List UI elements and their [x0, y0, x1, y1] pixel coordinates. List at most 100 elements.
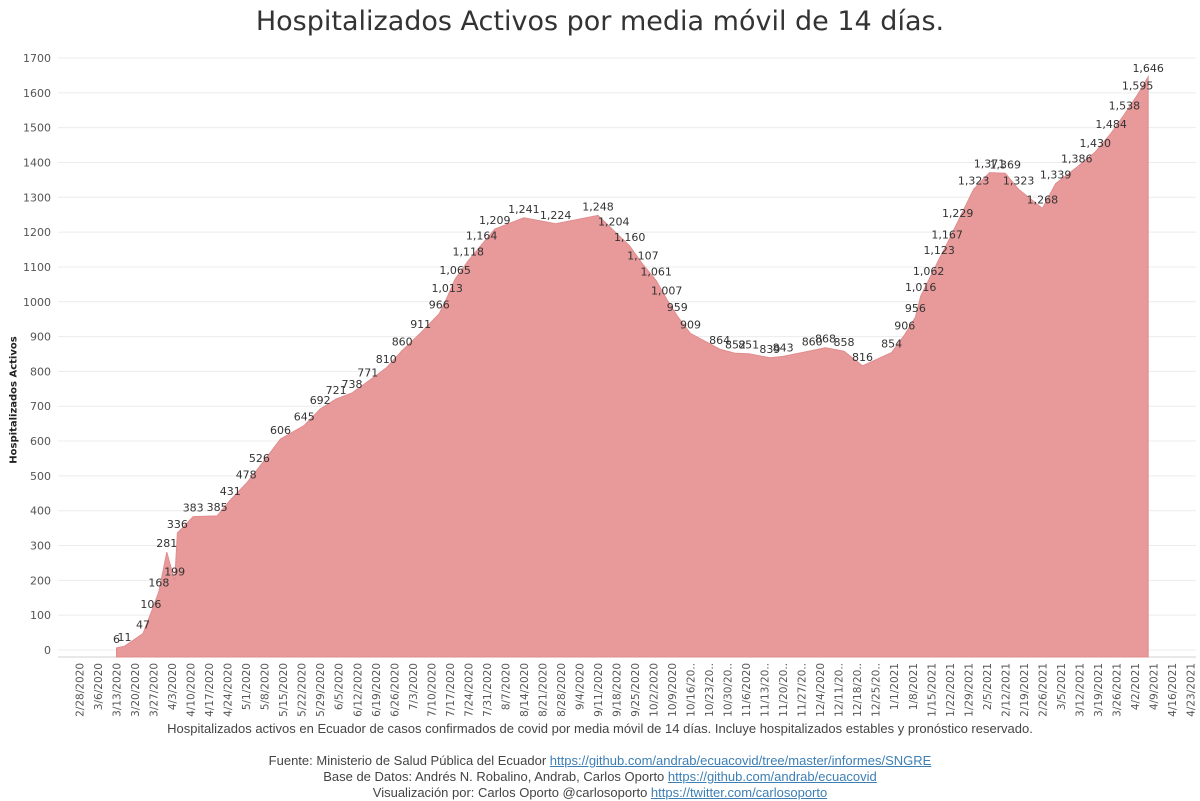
- database-label: Base de Datos: Andrés N. Robalino, Andra…: [323, 769, 665, 784]
- x-tick-label: 12/4/2020: [815, 663, 827, 717]
- x-tick-label: 4/17/2020: [204, 663, 216, 717]
- data-label: 852: [725, 338, 746, 351]
- data-label: 1,323: [958, 174, 990, 187]
- data-label: 336: [167, 518, 188, 531]
- data-label: 816: [852, 351, 873, 364]
- x-tick-label: 6/5/2020: [334, 663, 346, 710]
- x-tick-label: 11/13/20..: [760, 663, 772, 717]
- x-tick-label: 5/1/2020: [241, 663, 253, 710]
- credits: Fuente: Ministerio de Salud Pública del …: [0, 753, 1200, 801]
- x-tick-label: 2/28/2020: [75, 663, 87, 717]
- data-label: 810: [376, 353, 397, 366]
- x-tick-label: 2/5/2021: [982, 663, 994, 710]
- x-tick-label: 8/7/2020: [500, 663, 512, 710]
- x-tick-label: 3/26/2021: [1111, 663, 1123, 717]
- x-tick-label: 11/27/20..: [797, 663, 809, 717]
- data-label: 1,123: [923, 244, 955, 257]
- visualization-link[interactable]: https://twitter.com/carlosoporto: [650, 785, 828, 800]
- data-label: 1,229: [942, 207, 974, 220]
- x-tick-label: 3/13/2020: [112, 663, 124, 717]
- data-label: 738: [342, 378, 363, 391]
- data-label: 860: [802, 336, 823, 349]
- x-tick-label: 3/20/2020: [130, 663, 142, 717]
- x-tick-label: 1/8/2021: [908, 663, 920, 710]
- data-label: 858: [834, 336, 855, 349]
- x-tick-label: 4/9/2021: [1149, 663, 1161, 710]
- y-tick-label: 900: [30, 331, 51, 344]
- x-tick-label: 10/23/20..: [704, 663, 716, 717]
- data-label: 1,107: [627, 250, 659, 263]
- data-label: 645: [294, 410, 315, 423]
- x-tick-label: 11/6/2020: [741, 663, 753, 717]
- data-label: 1,323: [1003, 174, 1035, 187]
- y-tick-label: 400: [30, 505, 51, 518]
- data-label: 1,065: [439, 264, 471, 277]
- y-tick-label: 800: [30, 365, 51, 378]
- x-tick-label: 4/3/2020: [167, 663, 179, 710]
- x-tick-label: 7/31/2020: [482, 663, 494, 717]
- x-tick-label: 7/3/2020: [408, 663, 420, 710]
- data-label: 1,013: [431, 282, 463, 295]
- y-tick-label: 600: [30, 435, 51, 448]
- x-tick-label: 3/6/2020: [93, 663, 105, 710]
- data-label: 1,386: [1061, 152, 1093, 165]
- data-label: 1,595: [1122, 80, 1154, 93]
- data-label: 911: [410, 318, 431, 331]
- data-label: 1,167: [931, 229, 963, 242]
- x-tick-label: 8/28/2020: [556, 663, 568, 717]
- data-label: 721: [326, 384, 347, 397]
- data-label: 1,430: [1080, 137, 1112, 150]
- y-tick-label: 200: [30, 574, 51, 587]
- x-tick-label: 8/14/2020: [519, 663, 531, 717]
- data-label: 1,118: [453, 246, 485, 259]
- data-label: 1,016: [905, 281, 937, 294]
- data-label: 909: [680, 319, 701, 332]
- x-tick-label: 9/11/2020: [593, 663, 605, 717]
- data-label: 606: [270, 424, 291, 437]
- y-tick-label: 0: [44, 644, 51, 657]
- y-tick-label: 1300: [23, 191, 51, 204]
- x-tick-label: 11/20/20..: [778, 663, 790, 717]
- y-tick-label: 1400: [23, 156, 51, 169]
- x-tick-label: 5/8/2020: [260, 663, 272, 710]
- data-label: 771: [357, 367, 378, 380]
- x-tick-label: 1/22/2021: [945, 663, 957, 717]
- data-label: 1,204: [598, 216, 630, 229]
- x-tick-label: 12/25/20..: [871, 663, 883, 717]
- data-label: 1,241: [508, 203, 540, 216]
- data-label: 47: [136, 619, 150, 632]
- x-tick-label: 6/26/2020: [389, 663, 401, 717]
- data-label: 966: [429, 299, 450, 312]
- visualization-line: Visualización por: Carlos Oporto @carlos…: [0, 785, 1200, 801]
- x-tick-label: 4/2/2021: [1130, 663, 1142, 710]
- x-tick-label: 2/12/2021: [1000, 663, 1012, 717]
- source-line: Fuente: Ministerio de Salud Pública del …: [0, 753, 1200, 769]
- x-tick-label: 1/29/2021: [963, 663, 975, 717]
- data-label: 1,164: [466, 230, 498, 243]
- x-tick-label: 10/2/2020: [649, 663, 661, 717]
- x-tick-label: 3/19/2021: [1093, 663, 1105, 717]
- data-label: 1,371: [974, 158, 1006, 171]
- x-tick-label: 9/18/2020: [612, 663, 624, 717]
- database-link[interactable]: https://github.com/andrab/ecuacovid: [667, 769, 877, 784]
- data-label: 383: [183, 502, 204, 515]
- data-label: 1,160: [614, 231, 646, 244]
- x-tick-label: 5/22/2020: [297, 663, 309, 717]
- source-link[interactable]: https://github.com/andrab/ecuacovid/tree…: [549, 753, 932, 768]
- x-tick-label: 3/27/2020: [149, 663, 161, 717]
- data-label: 1,062: [913, 265, 945, 278]
- data-label: 281: [156, 537, 177, 550]
- data-label: 1,224: [540, 209, 572, 222]
- x-tick-label: 10/16/20..: [686, 663, 698, 717]
- data-label: 692: [310, 394, 331, 407]
- x-tick-label: 12/11/20..: [834, 663, 846, 717]
- x-tick-label: 2/26/2021: [1037, 663, 1049, 717]
- x-tick-label: 3/5/2021: [1056, 663, 1068, 710]
- data-label: 864: [709, 334, 730, 347]
- x-tick-label: 7/24/2020: [463, 663, 475, 717]
- data-label: 956: [905, 302, 926, 315]
- data-label: 1,248: [582, 200, 614, 213]
- x-tick-label: 4/23/2021: [1186, 663, 1198, 717]
- data-label: 1,369: [990, 158, 1022, 171]
